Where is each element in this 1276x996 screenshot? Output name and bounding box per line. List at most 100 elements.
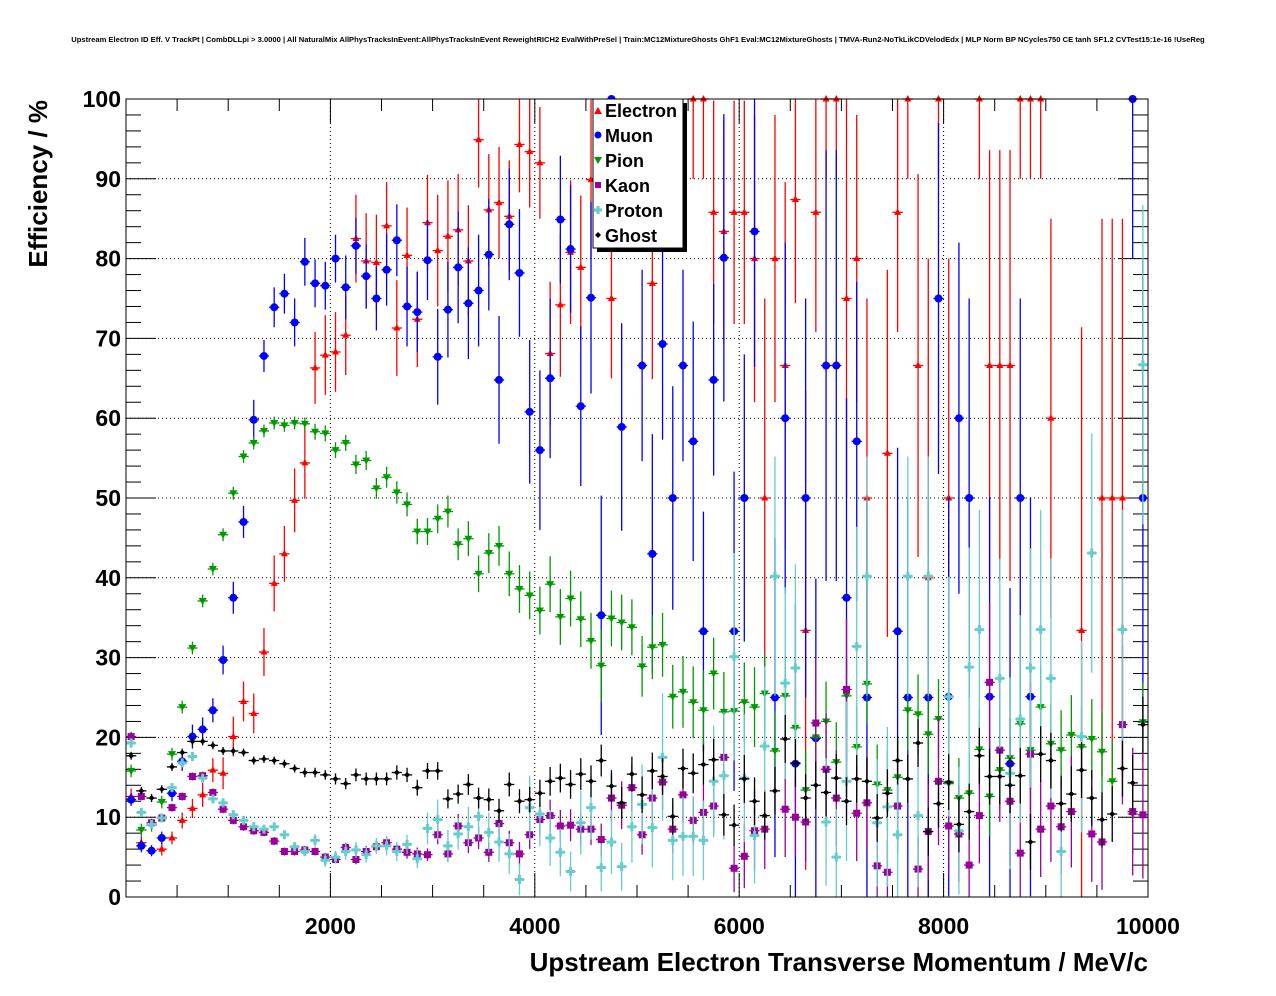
diamond-marker: [1058, 800, 1065, 807]
diamond-marker: [966, 808, 973, 815]
muon-point: [279, 273, 290, 314]
proton-point: [391, 841, 402, 862]
circle-marker: [331, 254, 340, 263]
diamond-marker: [751, 798, 758, 805]
cross-marker: [1046, 673, 1056, 683]
data-series: [126, 95, 1148, 897]
proton-point: [207, 794, 218, 804]
electron-point: [473, 99, 484, 188]
cross-marker: [249, 822, 259, 832]
triangle-down-marker: [188, 645, 197, 653]
ghost-point: [187, 737, 198, 746]
pion-point: [453, 528, 464, 561]
triangle-down-marker: [678, 688, 687, 696]
triangle-up-marker: [291, 496, 299, 503]
circle-marker: [259, 351, 268, 360]
triangle-up-marker: [986, 361, 994, 369]
pion-point: [493, 525, 505, 566]
diamond-marker: [608, 783, 615, 790]
square-marker: [1047, 802, 1055, 810]
muon-point: [136, 839, 147, 853]
circle-marker: [484, 250, 493, 259]
triangle-up-marker: [843, 294, 851, 301]
legend-label: Electron: [605, 101, 677, 121]
diamond-marker: [1139, 721, 1146, 728]
proton-point: [126, 738, 137, 748]
ghost-point: [483, 788, 494, 811]
proton-point: [197, 773, 208, 783]
proton-point: [463, 806, 474, 847]
square-marker: [515, 850, 523, 858]
proton-point: [923, 456, 934, 696]
square-marker: [679, 791, 687, 799]
kaon-point: [565, 809, 576, 842]
triangle-up-marker: [556, 300, 564, 308]
circle-marker: [709, 375, 718, 384]
circle-marker: [1016, 494, 1025, 502]
electron-point: [320, 315, 331, 396]
triangle-down-marker: [1087, 735, 1096, 743]
triangle-up-marker: [260, 648, 268, 655]
x-tick-labels: 2000 4000 6000 8000 10000: [305, 913, 1180, 939]
ghost-point: [514, 789, 525, 814]
diamond-marker: [128, 752, 135, 759]
y-tick-label: 80: [95, 246, 121, 272]
diamond-marker: [220, 747, 227, 754]
ghost-point: [820, 768, 832, 817]
pion-point: [289, 416, 300, 430]
circle-marker: [587, 293, 596, 302]
proton-point: [626, 790, 637, 863]
pion-point: [381, 466, 392, 488]
legend-label: Kaon: [605, 176, 650, 196]
ghost-point: [228, 746, 239, 755]
circle-marker: [801, 494, 810, 502]
square-marker: [791, 813, 799, 821]
triangle-down-marker: [454, 541, 463, 549]
ghost-point: [534, 779, 546, 807]
cross-marker: [1077, 732, 1087, 742]
cross-marker: [750, 831, 760, 841]
diamond-marker: [148, 795, 155, 802]
triangle-up-marker: [1118, 494, 1126, 501]
triangle-up-marker: [1026, 95, 1034, 102]
cross-marker: [157, 813, 167, 823]
circle-marker: [505, 220, 514, 229]
triangle-down-marker: [638, 663, 647, 671]
electron-point: [882, 269, 893, 637]
cross-marker: [1056, 847, 1066, 857]
diamond-marker: [628, 771, 635, 778]
kaon-point: [309, 847, 321, 856]
circle-marker: [249, 415, 258, 424]
diamond-marker: [1047, 757, 1054, 764]
pion-point: [248, 436, 259, 450]
diamond-marker: [1007, 782, 1014, 789]
triangle-up-marker: [1047, 414, 1055, 421]
pion-point: [616, 594, 627, 651]
diamond-marker: [312, 769, 319, 776]
diamond-marker: [342, 780, 349, 787]
ghost-point: [1056, 775, 1067, 832]
triangle-down-marker: [239, 453, 248, 461]
ghost-point: [810, 761, 821, 810]
diamond-marker: [1119, 765, 1126, 772]
ghost-point: [1045, 732, 1057, 789]
proton-point: [156, 813, 167, 823]
cross-marker: [320, 855, 330, 865]
kaon-point: [1035, 781, 1046, 878]
electron-point: [994, 150, 1005, 581]
ghost-point: [1086, 770, 1097, 826]
pion-point: [483, 533, 494, 574]
triangle-down-marker: [351, 461, 360, 469]
cross-marker: [964, 662, 974, 672]
diamond-marker: [915, 739, 922, 746]
ghost-point: [156, 785, 167, 794]
diamond-marker: [588, 778, 595, 785]
diamond-marker: [240, 749, 247, 756]
ghost-point: [371, 772, 382, 786]
triangle-up-marker: [883, 449, 891, 456]
proton-point: [361, 846, 372, 863]
triangle-up-marker: [536, 158, 544, 166]
muon-point: [330, 234, 341, 283]
muon-point: [637, 269, 648, 462]
cross-marker: [177, 758, 187, 768]
